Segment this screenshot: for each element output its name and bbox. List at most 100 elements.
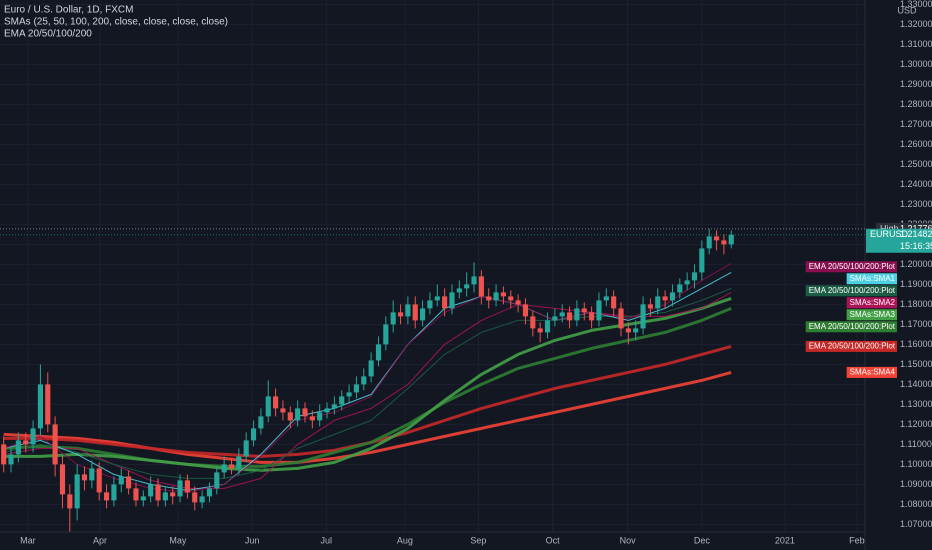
high-value: 1.21776 — [900, 223, 932, 233]
candle-body — [412, 304, 418, 321]
candle-body — [456, 288, 462, 293]
candle-body — [662, 296, 668, 301]
indicator-label: SMAs:SMA2 — [850, 298, 896, 307]
candle-body — [581, 308, 587, 313]
candle-body — [37, 384, 43, 429]
candle-body — [603, 296, 609, 301]
candle-body — [383, 324, 389, 345]
candle-body — [684, 280, 690, 285]
candle-body — [405, 304, 411, 317]
candle-body — [397, 312, 404, 317]
indicator-label: EMA 20/50/100/200:Plot — [809, 322, 896, 331]
candle-body — [236, 456, 242, 469]
indicator-label: SMAs:SMA3 — [850, 310, 896, 319]
y-tick-label: 1.31000 — [900, 39, 932, 49]
candle-body — [375, 344, 382, 361]
candle-body — [699, 248, 705, 273]
candle-body — [508, 296, 514, 301]
indicator-label: EMA 20/50/100/200:Plot — [809, 286, 896, 295]
candle-body — [647, 304, 653, 309]
candle-body — [302, 408, 308, 417]
candle-body — [589, 312, 595, 321]
candle-body — [258, 416, 264, 429]
candle-body — [133, 488, 139, 501]
candle-body — [140, 496, 146, 501]
candle-body — [530, 316, 536, 329]
candle-body — [280, 408, 286, 413]
y-tick-label: 1.16000 — [900, 339, 932, 349]
candle-body — [522, 304, 529, 317]
y-tick-label: 1.13000 — [900, 399, 932, 409]
candle-body — [574, 308, 580, 321]
candle-body — [45, 384, 51, 425]
candle-body — [655, 296, 661, 309]
x-tick-label: Aug — [397, 535, 413, 545]
y-tick-label: 1.19000 — [900, 279, 932, 289]
candle-body — [515, 300, 521, 305]
x-tick-label: Feb — [849, 535, 865, 545]
candle-body — [346, 392, 352, 397]
candle-body — [427, 300, 433, 309]
candle-body — [331, 404, 337, 409]
x-tick-label: Sep — [470, 535, 486, 545]
candle-body — [118, 476, 124, 485]
price-badge — [866, 228, 932, 253]
indicator-badge — [846, 309, 897, 321]
candle-body — [339, 396, 345, 405]
indicator-badge — [805, 340, 897, 352]
candle-body — [74, 474, 80, 509]
y-tick-label: 1.15000 — [900, 359, 932, 369]
x-tick-label: Mar — [20, 535, 36, 545]
candle-body — [552, 316, 558, 321]
candle-body — [250, 428, 257, 441]
candle-body — [449, 292, 455, 309]
candle-body — [640, 304, 646, 329]
candle-body — [206, 488, 213, 497]
candle-body — [559, 312, 565, 317]
candle-body — [199, 496, 205, 503]
candle-body — [81, 474, 88, 481]
candle-body — [162, 492, 168, 501]
indicator-label: EMA 20/50/100/200:Plot — [809, 342, 896, 351]
candle-body — [287, 412, 293, 421]
sma-legend: SMAs (25, 50, 100, 200, close, close, cl… — [4, 17, 228, 28]
indicator-badge — [846, 366, 897, 378]
candle-body — [103, 492, 110, 501]
x-tick-label: Jul — [321, 535, 333, 545]
moving-average-line — [3, 291, 732, 489]
x-tick-label: Apr — [93, 535, 107, 545]
candle-body — [243, 440, 249, 457]
candle-body — [478, 276, 484, 297]
candle-body — [706, 236, 712, 249]
symbol-label: EURUSD — [870, 229, 909, 239]
indicator-badge — [805, 261, 897, 273]
candle-body — [324, 408, 330, 413]
y-tick-label: 1.08000 — [900, 499, 932, 509]
y-tick-label: 1.14000 — [900, 379, 932, 389]
candle-body — [721, 240, 727, 245]
candle-body — [486, 296, 492, 301]
x-tick-label: Dec — [694, 535, 711, 545]
candle-body — [221, 464, 227, 473]
candle-body — [126, 476, 132, 489]
price-value: 1.21482 — [900, 229, 932, 239]
candle-body — [420, 308, 426, 321]
candle-body — [566, 312, 573, 321]
candle-body — [155, 484, 161, 501]
x-tick-label: 2021 — [775, 535, 795, 545]
candle-body — [544, 320, 551, 333]
currency-label: USD — [897, 5, 917, 15]
y-tick-label: 1.25000 — [900, 159, 932, 169]
y-tick-label: 1.28000 — [900, 99, 932, 109]
indicator-badge — [846, 273, 897, 285]
candle-body — [228, 464, 235, 469]
candle-body — [633, 328, 639, 333]
candle-body — [442, 296, 448, 309]
candle-body — [471, 276, 477, 285]
candle-body — [23, 440, 29, 445]
candle-body — [192, 492, 198, 503]
candle-body — [434, 296, 440, 301]
